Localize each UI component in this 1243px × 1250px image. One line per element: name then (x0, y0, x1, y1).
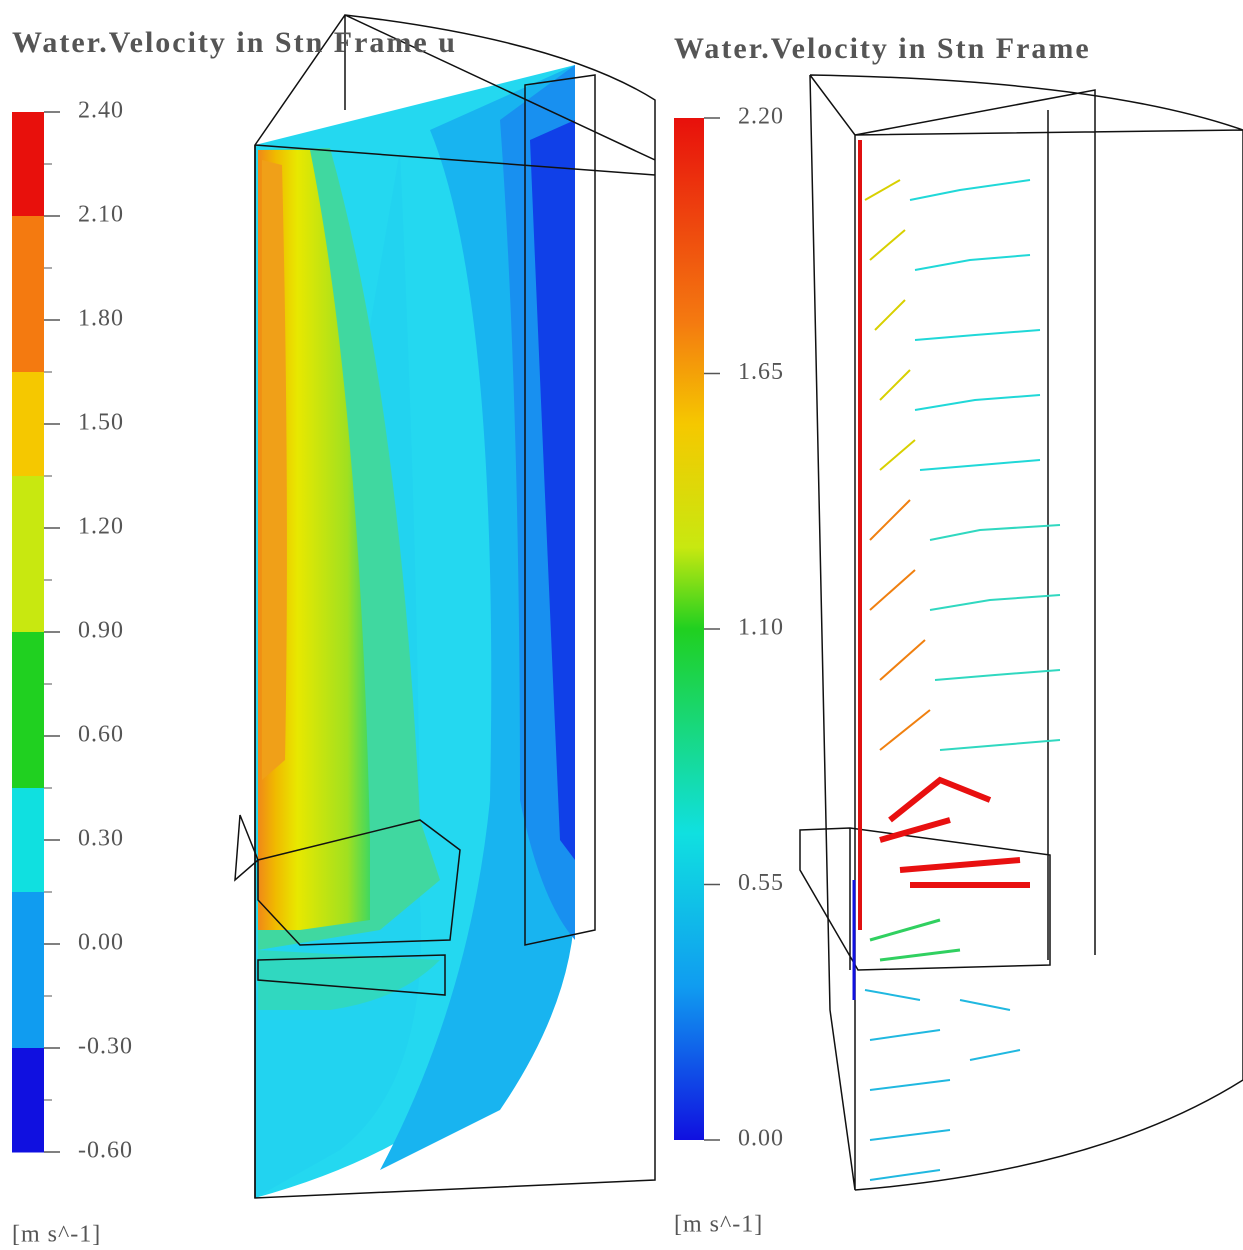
colorbar-band (12, 580, 44, 633)
colorbar-tick-label: 1.20 (78, 514, 124, 540)
colorbar-band (12, 840, 44, 893)
colorbar-band (12, 372, 44, 425)
colorbar-band (12, 320, 44, 373)
vector-view (799, 74, 1243, 1191)
colorbar-tick-label: 0.00 (738, 1126, 784, 1152)
colorbar-band (12, 216, 44, 269)
colorbar-tick-label: 1.80 (78, 306, 124, 332)
colorbar (674, 118, 704, 1140)
colorbar-band (12, 892, 44, 945)
colorbar-tick-label: 2.10 (78, 202, 124, 228)
colorbar-tick-label: 0.55 (738, 870, 784, 896)
colorbar-tick-label: 1.50 (78, 410, 124, 436)
colorbar-band (12, 996, 44, 1049)
contour-view (234, 14, 656, 1199)
colorbar-tick-label: -0.30 (78, 1034, 133, 1060)
colorbar-tick-label: 1.10 (738, 615, 784, 641)
colorbar-band (12, 1100, 44, 1153)
colorbar-band (12, 736, 44, 789)
colorbar-tick-label: 0.30 (78, 826, 124, 852)
colorbar-band (12, 476, 44, 529)
colorbar-tick-label: 0.00 (78, 930, 124, 956)
colorbar-band (12, 528, 44, 581)
colorbar-tick-label: 2.20 (738, 104, 784, 130)
colorbar-band (12, 164, 44, 217)
colorbar-tick-label: 0.60 (78, 722, 124, 748)
colorbar-tick-label: 0.90 (78, 618, 124, 644)
colorbar-band (12, 788, 44, 841)
colorbar-band (12, 944, 44, 997)
unit-label: [m s^-1] (674, 1212, 763, 1238)
colorbar-band (12, 268, 44, 321)
colorbar-tick-label: 1.65 (738, 359, 784, 385)
colorbar-band (12, 1048, 44, 1101)
colorbar-band (12, 424, 44, 477)
colorbar-tick-label: 2.40 (78, 98, 124, 124)
colorbar-band (12, 684, 44, 737)
colorbar-band (12, 112, 44, 165)
unit-label: [m s^-1] (12, 1222, 101, 1248)
colorbar-band (12, 632, 44, 685)
panel-title: Water.Velocity in Stn Frame u (12, 26, 457, 59)
panel-title: Water.Velocity in Stn Frame (674, 32, 1091, 65)
colorbar-tick-label: -0.60 (78, 1138, 133, 1164)
